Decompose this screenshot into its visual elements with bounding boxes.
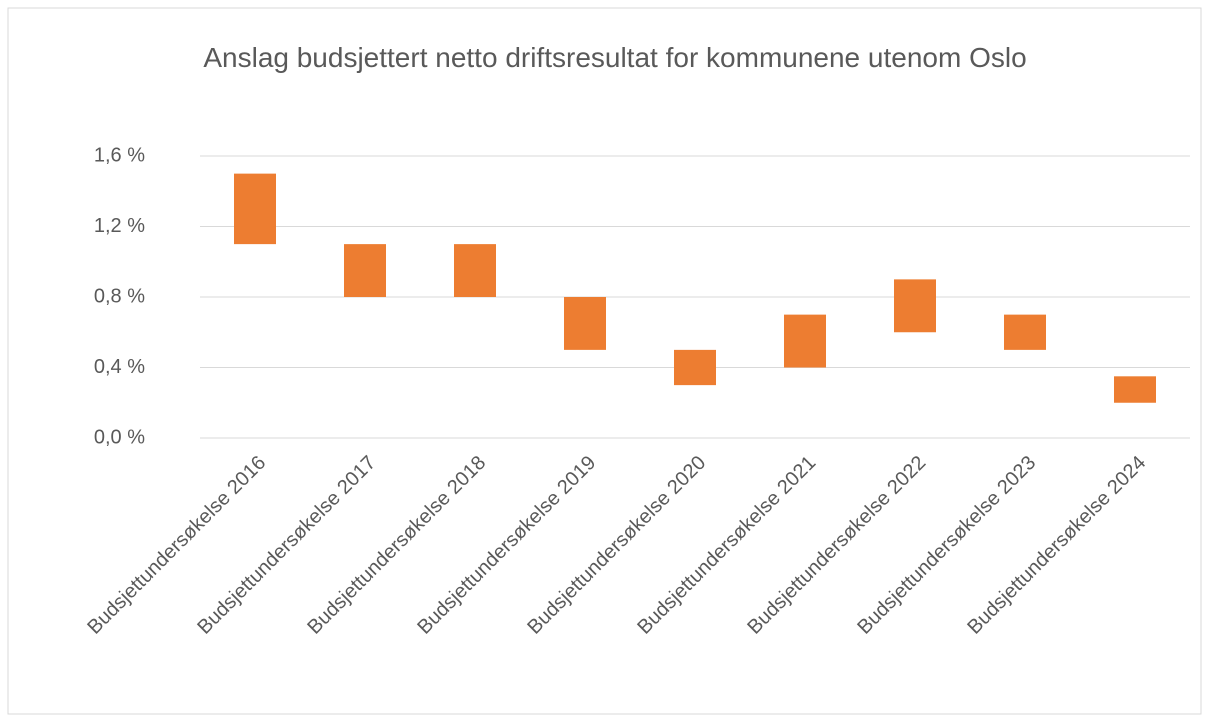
y-tick-label: 0,0 % <box>94 426 145 448</box>
chart-border <box>7 7 1202 715</box>
bar <box>1114 376 1156 403</box>
bar <box>344 244 386 297</box>
bar <box>234 173 276 245</box>
bar <box>564 297 606 350</box>
y-tick-label: 0,8 % <box>94 285 145 307</box>
y-tick-label: 1,6 % <box>94 144 145 166</box>
y-tick-label: 1,2 % <box>94 215 145 237</box>
bar <box>1004 314 1046 350</box>
chart-title: Anslag budsjettert netto driftsresultat … <box>203 42 1026 73</box>
bar <box>674 349 716 386</box>
y-tick-label: 0,4 % <box>94 356 145 378</box>
bar <box>454 244 496 297</box>
bar <box>894 279 936 333</box>
bar <box>784 314 826 368</box>
